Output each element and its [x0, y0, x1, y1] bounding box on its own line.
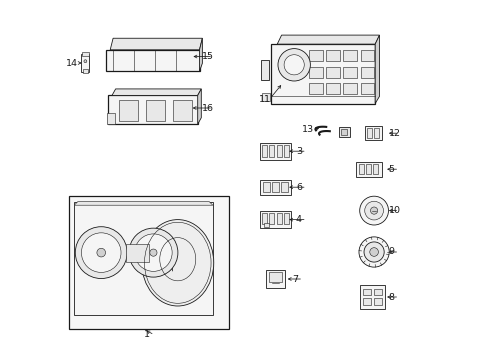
Bar [260, 180, 290, 195]
Bar [358, 164, 363, 174]
Bar [106, 50, 199, 71]
Bar [269, 145, 274, 157]
Circle shape [129, 228, 178, 277]
Bar [69, 196, 228, 329]
Text: 10: 10 [387, 206, 400, 215]
Text: 15: 15 [202, 52, 214, 61]
Circle shape [84, 60, 87, 63]
Bar [107, 113, 115, 124]
Circle shape [358, 237, 388, 267]
Bar [366, 128, 371, 138]
Bar [283, 145, 288, 157]
Circle shape [363, 242, 384, 262]
Bar [265, 270, 284, 288]
Polygon shape [74, 202, 212, 205]
Bar [262, 213, 266, 224]
Circle shape [369, 248, 378, 256]
Circle shape [277, 49, 310, 81]
Bar [74, 202, 212, 315]
Bar [260, 143, 290, 160]
Bar [325, 83, 339, 94]
Text: 2: 2 [160, 267, 165, 276]
Bar [343, 83, 356, 94]
Circle shape [364, 201, 383, 220]
Bar [373, 289, 381, 295]
Circle shape [75, 227, 127, 279]
Bar [276, 213, 281, 224]
Bar [125, 244, 149, 262]
Bar [264, 223, 268, 227]
Bar [338, 127, 349, 137]
Bar [366, 164, 370, 174]
Bar [81, 54, 89, 72]
Bar [374, 128, 379, 138]
Bar [82, 52, 88, 56]
Text: 12: 12 [387, 129, 400, 138]
Bar [269, 272, 281, 282]
Text: 3: 3 [295, 147, 302, 156]
Bar [119, 100, 138, 121]
Text: 5: 5 [387, 165, 394, 174]
Bar [146, 100, 164, 121]
Bar [360, 83, 374, 94]
Text: 16: 16 [202, 104, 214, 112]
Circle shape [149, 249, 157, 256]
Circle shape [284, 55, 304, 75]
Text: 6: 6 [295, 183, 302, 192]
Bar [262, 94, 270, 100]
Polygon shape [112, 89, 201, 95]
Circle shape [97, 248, 105, 257]
Polygon shape [374, 35, 379, 104]
Bar [340, 129, 347, 135]
Bar [83, 69, 87, 73]
Bar [262, 145, 266, 157]
Text: 7: 7 [292, 274, 298, 284]
Circle shape [134, 234, 172, 271]
Bar [355, 162, 381, 177]
Bar [260, 211, 290, 228]
Circle shape [81, 233, 121, 273]
Bar [373, 164, 378, 174]
Polygon shape [197, 89, 201, 124]
Bar [270, 44, 374, 104]
Bar [173, 100, 192, 121]
Bar [269, 213, 274, 224]
Bar [263, 182, 269, 192]
Bar [325, 67, 339, 77]
Polygon shape [277, 35, 379, 44]
Bar [308, 83, 322, 94]
Bar [343, 50, 356, 61]
Bar [276, 145, 281, 157]
Circle shape [370, 207, 377, 214]
Bar [360, 67, 374, 77]
Text: 8: 8 [387, 292, 394, 302]
Bar [360, 50, 374, 61]
Text: 13: 13 [302, 125, 314, 134]
Bar [362, 289, 370, 295]
Bar [364, 126, 381, 140]
Text: 11: 11 [258, 94, 270, 104]
Bar [308, 50, 322, 61]
Polygon shape [199, 38, 202, 71]
Ellipse shape [142, 220, 213, 306]
Circle shape [359, 196, 387, 225]
Bar [373, 298, 381, 305]
Bar [362, 298, 370, 305]
Bar [261, 60, 269, 80]
Text: 14: 14 [66, 58, 78, 68]
Text: 9: 9 [387, 248, 394, 256]
Bar [107, 95, 197, 124]
Bar [281, 182, 287, 192]
Text: 4: 4 [295, 215, 302, 224]
Bar [325, 50, 339, 61]
Bar [283, 213, 288, 224]
Text: 1: 1 [143, 330, 149, 339]
Bar [359, 285, 384, 309]
Bar [308, 67, 322, 77]
Bar [343, 67, 356, 77]
Bar [272, 182, 278, 192]
Polygon shape [110, 38, 202, 50]
